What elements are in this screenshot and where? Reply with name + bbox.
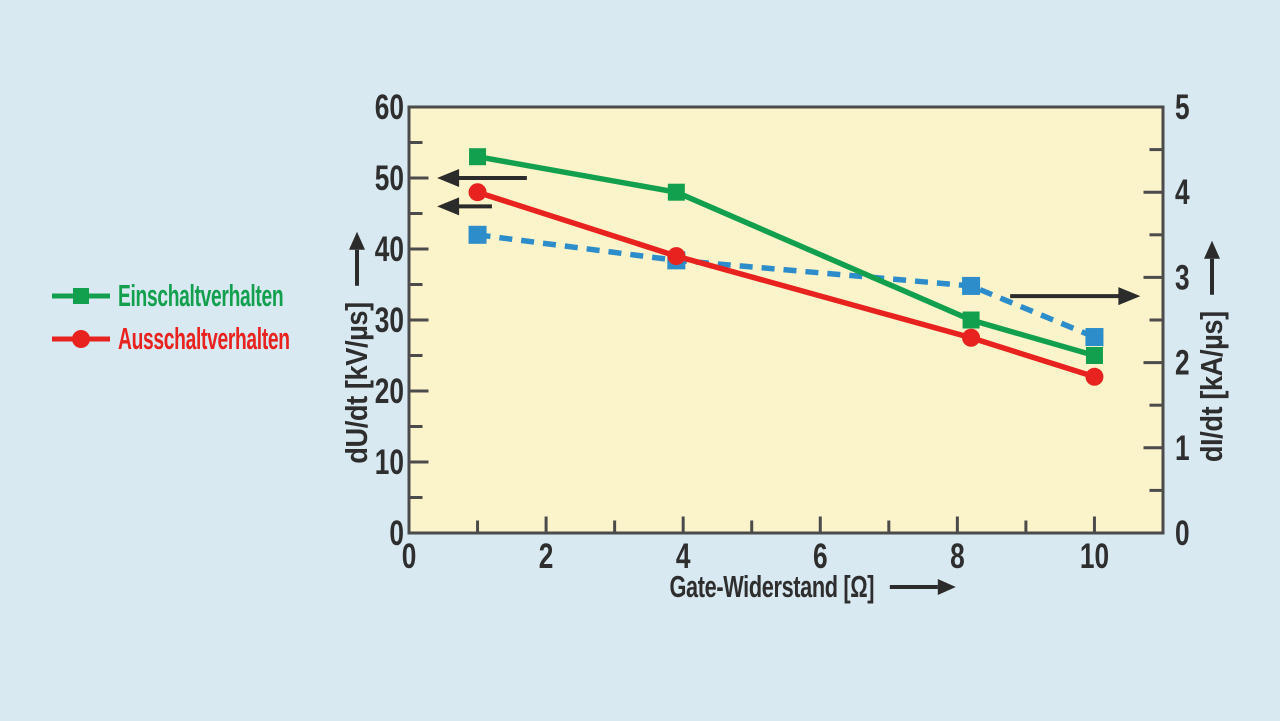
svg-text:4: 4 (676, 536, 691, 576)
svg-text:1: 1 (1175, 428, 1190, 468)
legend-label-ausschaltverhalten: Ausschaltverhalten (118, 321, 290, 356)
svg-text:10: 10 (375, 442, 404, 482)
svg-text:0: 0 (1175, 513, 1190, 553)
legend-item-ausschaltverhalten: Ausschaltverhalten (52, 319, 395, 359)
svg-text:10: 10 (1080, 536, 1109, 576)
svg-text:2: 2 (539, 536, 554, 576)
y-axis-right (1143, 105, 1162, 535)
y-axis-right-labels: 0 1 2 3 4 5 (1175, 87, 1190, 553)
svg-text:50: 50 (375, 158, 404, 198)
left-y-axis-title: dU/dt [kV/µs] (339, 250, 375, 486)
legend: Einschaltverhalten Ausschaltverhalten (52, 276, 395, 359)
right-arrow-icon (890, 585, 939, 589)
plot-area (407, 105, 1165, 535)
svg-text:5: 5 (1175, 87, 1190, 127)
svg-text:60: 60 (375, 87, 404, 127)
svg-text:30: 30 (375, 300, 404, 340)
x-axis-title: Gate-Widerstand [Ω] (582, 569, 939, 605)
svg-text:0: 0 (402, 536, 417, 576)
svg-text:0: 0 (389, 513, 404, 553)
svg-text:4: 4 (1175, 173, 1190, 213)
up-arrow-icon (1210, 259, 1214, 296)
x-axis-title-text: Gate-Widerstand [Ω] (669, 569, 875, 604)
ausschaltverhalten-line-circle-marker-icon (52, 330, 110, 348)
svg-text:2: 2 (1175, 343, 1190, 383)
series-einschaltverhalten (469, 148, 1103, 364)
svg-text:8: 8 (950, 536, 965, 576)
svg-text:6: 6 (813, 536, 828, 576)
svg-text:3: 3 (1175, 258, 1190, 298)
right-y-axis-title-text: dI/dt [kA/µs] (1194, 311, 1229, 463)
annotation-arrows (437, 169, 1141, 306)
series-ausschaltverhalten (468, 183, 1104, 386)
einschaltverhalten-line-square-marker-icon (52, 288, 110, 304)
legend-label-einschaltverhalten: Einschaltverhalten (118, 278, 284, 313)
y-axis-left-labels: 0 10 20 30 40 50 60 (375, 87, 404, 553)
right-y-axis-title: dI/dt [kA/µs] (1194, 259, 1230, 483)
left-y-axis-title-text: dU/dt [kV/µs] (339, 302, 374, 464)
svg-text:20: 20 (375, 371, 404, 411)
x-axis (407, 516, 1096, 532)
up-arrow-icon (355, 250, 359, 287)
x-axis-labels: 0 2 4 6 8 10 (402, 536, 1109, 576)
legend-item-einschaltverhalten: Einschaltverhalten (52, 276, 395, 316)
svg-text:40: 40 (375, 229, 404, 269)
y-axis-left (410, 105, 429, 535)
